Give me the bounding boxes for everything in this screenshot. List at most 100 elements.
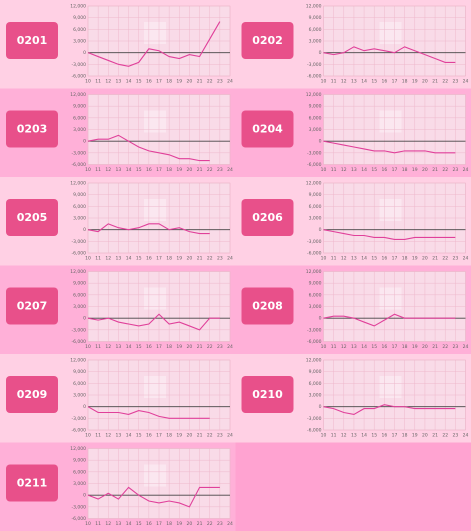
- watermark: [144, 287, 166, 310]
- store-button[interactable]: [6, 22, 58, 59]
- y-tick-label: 12,000: [306, 269, 322, 275]
- y-tick-label: 6,000: [309, 381, 322, 387]
- store-button[interactable]: [6, 464, 58, 502]
- store-button[interactable]: [6, 199, 58, 236]
- y-tick-label: -3,000: [307, 416, 322, 422]
- y-tick-label: 9,000: [309, 369, 322, 375]
- x-tick-label: 15: [371, 433, 377, 439]
- y-tick-label: -3,000: [71, 416, 86, 422]
- store-button-label[interactable]: 0209: [17, 388, 48, 401]
- store-button[interactable]: [241, 376, 294, 413]
- store-button[interactable]: [241, 22, 294, 59]
- data-line: [87, 406, 210, 419]
- chart-cell: 0208 10 11 12 13 14 15 16 17 18 19 20 21 22 23 24 -6,000…: [241, 269, 468, 350]
- data-line: [87, 313, 220, 331]
- x-tick-label: 17: [392, 433, 398, 439]
- x-tick-label: 23: [217, 344, 223, 350]
- y-tick-label: -3,000: [71, 239, 86, 245]
- store-button[interactable]: [241, 287, 294, 325]
- x-tick-label: 23: [452, 433, 458, 439]
- x-tick-label: 16: [381, 79, 387, 85]
- y-tick-label: 3,000: [309, 39, 322, 45]
- store-button[interactable]: [241, 110, 294, 148]
- store-button[interactable]: [6, 376, 58, 413]
- x-tick-label: 16: [146, 79, 152, 85]
- x-tick-label: 22: [207, 167, 213, 173]
- x-tick-label: 16: [146, 256, 152, 262]
- store-button-label[interactable]: 0201: [17, 34, 48, 47]
- x-tick-label: 23: [452, 344, 458, 350]
- x-tick-label: 15: [136, 79, 142, 85]
- x-tick-label: 18: [402, 344, 408, 350]
- x-tick-label: 13: [351, 79, 357, 85]
- x-tick-label: 22: [207, 521, 213, 527]
- y-tick-label: -6,000: [307, 74, 322, 80]
- x-tick-label: 14: [126, 167, 132, 173]
- x-tick-label: 14: [361, 167, 367, 173]
- y-tick-label: 0: [319, 404, 322, 410]
- watermark: [379, 376, 402, 398]
- x-tick-label: 14: [126, 433, 132, 439]
- x-tick-label: 18: [166, 79, 172, 85]
- store-button-label[interactable]: 0205: [17, 211, 48, 224]
- x-tick-label: 13: [116, 256, 122, 262]
- x-tick-label: 18: [166, 344, 172, 350]
- y-tick-label: 3,000: [73, 393, 86, 399]
- watermark: [144, 22, 166, 44]
- x-tick-label: 13: [351, 433, 357, 439]
- y-tick-label: 0: [83, 316, 86, 322]
- y-tick-label: 9,000: [73, 281, 86, 287]
- y-tick-label: -6,000: [307, 251, 322, 257]
- x-tick-label: 24: [227, 344, 233, 350]
- x-tick-label: 11: [95, 167, 101, 173]
- x-tick-label: 17: [156, 344, 162, 350]
- store-button[interactable]: [6, 110, 58, 148]
- x-tick-label: 11: [331, 344, 337, 350]
- watermark: [379, 199, 402, 221]
- x-tick-label: 15: [371, 344, 377, 350]
- store-button-label[interactable]: 0202: [252, 34, 283, 47]
- chart-cell: 0201 10 11 12 13 14 15 16 17 18 19 20 21 22 23 24 -6,000…: [6, 4, 233, 85]
- watermark: [379, 110, 402, 133]
- y-tick-label: 0: [83, 227, 86, 233]
- x-tick-label: 16: [146, 167, 152, 173]
- store-button-label[interactable]: 0203: [17, 123, 48, 136]
- x-tick-label: 16: [146, 344, 152, 350]
- y-tick-label: -6,000: [307, 162, 322, 168]
- x-tick-label: 14: [126, 79, 132, 85]
- x-tick-label: 18: [402, 79, 408, 85]
- y-tick-label: 12,000: [70, 92, 86, 98]
- chart-cell: 0209 10 11 12 13 14 15 16 17 18 19 20 21 22 23 24 -6,000…: [6, 358, 233, 439]
- store-button[interactable]: [6, 287, 58, 325]
- x-tick-label: 19: [176, 433, 182, 439]
- x-tick-label: 14: [126, 521, 132, 527]
- x-tick-label: 15: [371, 167, 377, 173]
- y-tick-label: -3,000: [71, 150, 86, 156]
- x-tick-label: 10: [321, 256, 327, 262]
- x-tick-label: 20: [187, 344, 193, 350]
- y-tick-label: -3,000: [71, 62, 86, 68]
- x-tick-label: 18: [402, 433, 408, 439]
- store-button-label[interactable]: 0211: [17, 477, 48, 490]
- store-button-label[interactable]: 0204: [252, 123, 283, 136]
- store-button-label[interactable]: 0206: [252, 211, 283, 224]
- y-tick-label: 0: [319, 227, 322, 233]
- x-tick-label: 14: [126, 256, 132, 262]
- x-tick-label: 13: [351, 256, 357, 262]
- store-button[interactable]: [241, 199, 294, 236]
- x-tick-label: 12: [105, 521, 111, 527]
- y-tick-label: -3,000: [71, 504, 86, 510]
- x-tick-label: 22: [207, 256, 213, 262]
- x-tick-label: 22: [442, 167, 448, 173]
- x-tick-label: 19: [176, 167, 182, 173]
- store-button-label[interactable]: 0210: [252, 388, 283, 401]
- x-tick-label: 15: [136, 344, 142, 350]
- store-button-label[interactable]: 0208: [252, 300, 283, 313]
- x-tick-label: 12: [105, 167, 111, 173]
- y-tick-label: -6,000: [307, 428, 322, 434]
- x-tick-label: 13: [116, 433, 122, 439]
- x-tick-label: 22: [442, 256, 448, 262]
- store-button-label[interactable]: 0207: [17, 300, 48, 313]
- y-tick-label: 12,000: [306, 92, 322, 98]
